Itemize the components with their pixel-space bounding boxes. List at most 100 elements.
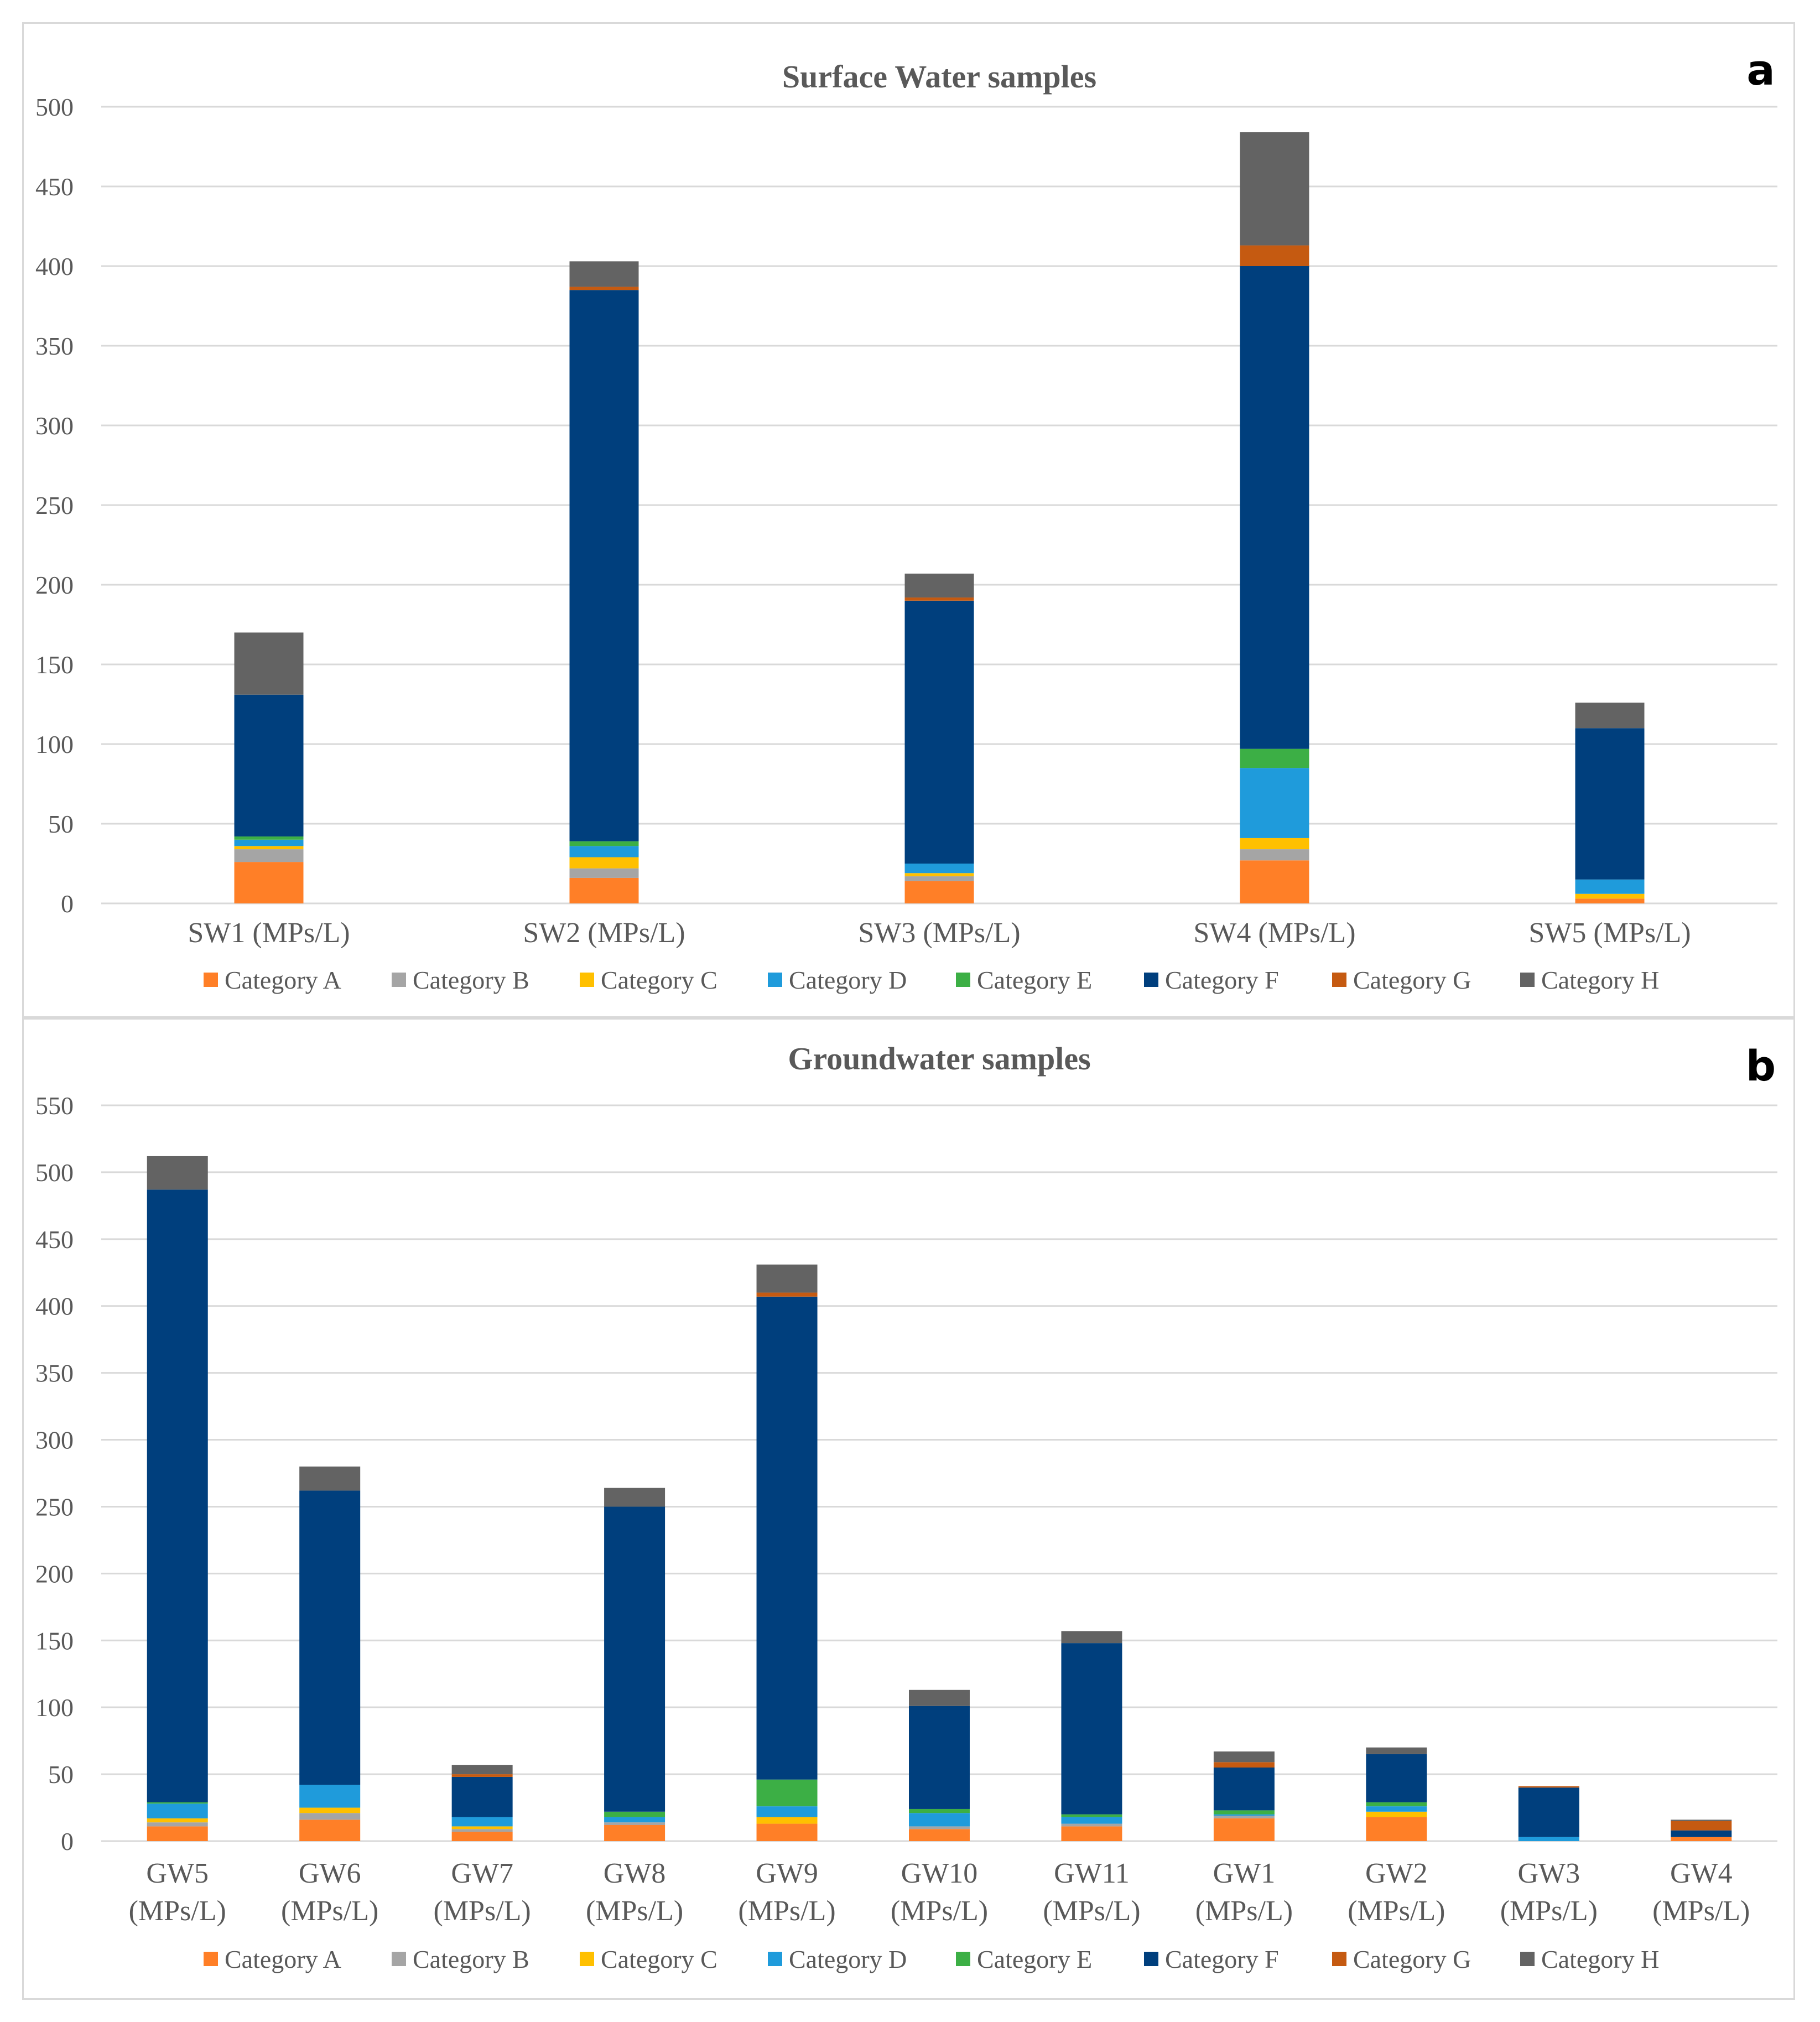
bar-segment-category-a xyxy=(1671,1837,1732,1841)
bar-segment-category-a xyxy=(604,1825,665,1841)
bar-segment-category-a xyxy=(451,1832,513,1841)
x-category-label: SW1 (MPs/L) xyxy=(188,917,350,949)
x-category-label: (MPs/L) xyxy=(434,1895,531,1927)
bar-segment-category-f xyxy=(909,1706,970,1809)
bar-segment-category-b xyxy=(451,1829,513,1832)
y-tick-label: 500 xyxy=(35,1158,74,1187)
bar-segment-category-a xyxy=(1240,860,1309,903)
bar-segment-category-h xyxy=(904,573,974,598)
surface-water-chart: 0 50 100 150 200 250 300 350 400 450 500 Surface Wa… xyxy=(35,45,1777,994)
legend-label: Category C xyxy=(601,1945,717,1973)
bar-segment-category-h xyxy=(909,1690,970,1706)
x-category-label: SW4 (MPs/L) xyxy=(1193,917,1355,949)
y-tick-label: 100 xyxy=(35,1693,74,1722)
legend-item-category-c: Category C xyxy=(580,966,717,994)
legend-swatch xyxy=(1332,973,1346,987)
bar-segment-category-a xyxy=(234,862,304,903)
y-tick-label: 500 xyxy=(35,93,74,121)
bar-segment-category-b xyxy=(1240,849,1309,861)
x-category-label: (MPs/L) xyxy=(891,1895,988,1927)
bar-segment-category-c xyxy=(451,1826,513,1829)
bar-segment-category-e xyxy=(1240,748,1309,768)
bar-segment-category-h xyxy=(147,1156,208,1190)
x-category-label: GW3 xyxy=(1517,1858,1580,1889)
bar-segment-category-h xyxy=(234,632,304,695)
x-category-label: GW7 xyxy=(451,1858,513,1889)
bar-segment-category-d xyxy=(1240,768,1309,838)
legend-item-category-g: Category G xyxy=(1332,966,1471,994)
legend-item-category-e: Category E xyxy=(956,1945,1092,1973)
legend-item-category-d: Category D xyxy=(768,966,907,994)
y-tick-label: 450 xyxy=(35,1225,74,1254)
legend-label: Category H xyxy=(1541,1945,1659,1973)
x-category-label: GW2 xyxy=(1365,1858,1428,1889)
y-tick-label: 300 xyxy=(35,1426,74,1454)
bar-segment-category-g xyxy=(451,1774,513,1777)
bar-segment-category-a xyxy=(299,1820,361,1841)
bar-segment-category-d xyxy=(756,1806,818,1817)
bar-segment-category-a xyxy=(904,881,974,903)
bar-segment-category-c xyxy=(147,1818,208,1823)
x-category-label: GW6 xyxy=(299,1858,361,1889)
bar-segment-category-e xyxy=(569,841,639,846)
bar-segment-category-h xyxy=(604,1488,665,1507)
legend-swatch xyxy=(1332,1952,1346,1966)
x-category-label: (MPs/L) xyxy=(1195,1895,1293,1927)
bar-segment-category-h xyxy=(1213,1751,1275,1763)
legend-label: Category G xyxy=(1353,1945,1471,1973)
bar-segment-category-c xyxy=(1240,838,1309,850)
bar-segment-category-e xyxy=(234,836,304,840)
bar-segment-category-h xyxy=(1061,1631,1122,1644)
legend-item-category-f: Category F xyxy=(1144,1945,1279,1973)
legend-swatch xyxy=(956,973,970,987)
bar-segment-category-e xyxy=(909,1808,970,1813)
bar-segment-category-h xyxy=(451,1765,513,1775)
y-tick-label: 50 xyxy=(48,1760,74,1789)
bar-segment-category-f xyxy=(1671,1830,1732,1837)
bar-segment-category-g xyxy=(1671,1821,1732,1831)
chart-title: Surface Water samples xyxy=(782,59,1096,95)
bar-segment-category-d xyxy=(909,1813,970,1827)
bar-segment-category-e xyxy=(1366,1802,1427,1807)
y-tick-label: 300 xyxy=(35,412,74,440)
bar-segment-category-g xyxy=(569,287,639,290)
y-tick-label: 400 xyxy=(35,252,74,280)
legend-label: Category D xyxy=(789,1945,907,1973)
legend-label: Category F xyxy=(1165,1945,1279,1973)
bar-segment-category-h xyxy=(1671,1820,1732,1821)
bar-segment-category-a xyxy=(1575,898,1645,903)
bar-segment-category-a xyxy=(1213,1818,1275,1841)
bar-segment-category-b xyxy=(904,876,974,881)
bar-segment-category-d xyxy=(1061,1817,1122,1824)
bar-segment-category-d xyxy=(299,1785,361,1808)
legend-item-category-h: Category H xyxy=(1520,1945,1659,1973)
panel-letter: a xyxy=(1746,45,1775,95)
bar-segment-category-f xyxy=(1213,1768,1275,1811)
x-category-label: GW10 xyxy=(901,1858,978,1889)
bar-segment-category-b xyxy=(1061,1823,1122,1827)
y-tick-label: 350 xyxy=(35,332,74,360)
bar-segment-category-h xyxy=(1366,1747,1427,1754)
y-tick-label: 0 xyxy=(61,1827,74,1855)
x-category-label: (MPs/L) xyxy=(586,1895,683,1927)
y-tick-label: 450 xyxy=(35,173,74,201)
legend-swatch xyxy=(204,1952,218,1966)
x-category-label: (MPs/L) xyxy=(1043,1895,1140,1927)
bar-segment-category-a xyxy=(756,1823,818,1841)
bar-segment-category-d xyxy=(451,1817,513,1827)
bar-segment-category-f xyxy=(1366,1754,1427,1802)
bar-segment-category-b xyxy=(147,1822,208,1827)
bar-segment-category-f xyxy=(299,1490,361,1785)
legend-item-category-b: Category B xyxy=(392,1945,529,1973)
bar-segment-category-h xyxy=(1575,703,1645,729)
legend-label: Category E xyxy=(977,966,1092,994)
legend-swatch xyxy=(956,1952,970,1966)
legend-label: Category B xyxy=(413,1945,529,1973)
y-tick-label: 50 xyxy=(48,810,74,838)
bar-segment-category-a xyxy=(1366,1817,1427,1841)
bar-segment-category-h xyxy=(569,261,639,287)
panel-letter: b xyxy=(1746,1041,1776,1090)
x-category-label: (MPs/L) xyxy=(1500,1895,1598,1927)
x-category-label: SW5 (MPs/L) xyxy=(1528,917,1691,949)
bar-segment-category-b xyxy=(234,849,304,862)
